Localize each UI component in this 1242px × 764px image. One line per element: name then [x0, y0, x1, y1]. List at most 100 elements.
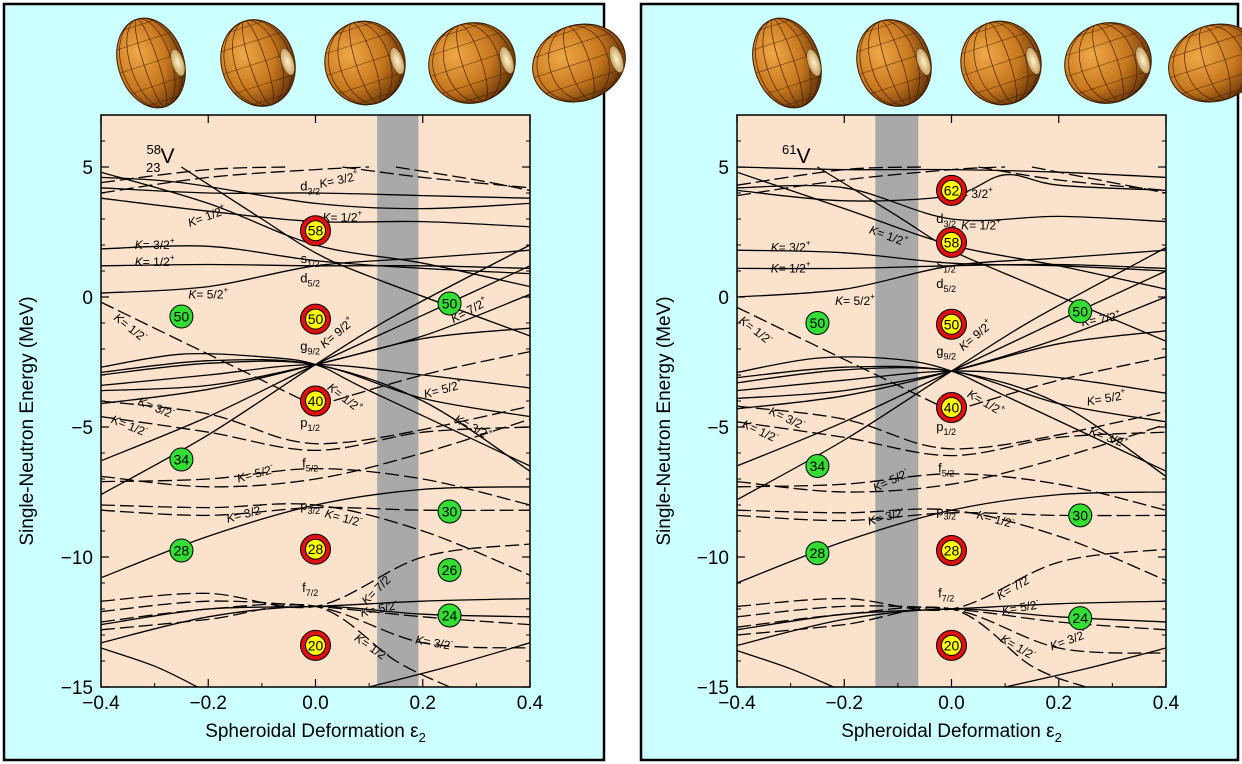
deformed-gap-circle [169, 538, 194, 563]
k-label: K= 5/2+ [188, 285, 228, 301]
orbital-label: s1/2 [937, 256, 956, 274]
gap-number: 62 [944, 182, 960, 198]
level-curve-negative-parity [101, 467, 530, 506]
gap-number: 58 [308, 223, 324, 239]
deformed-gap-circle [437, 291, 462, 316]
gap-number: 30 [1072, 507, 1088, 523]
gap-number: 28 [308, 541, 324, 557]
shape-parallel [234, 73, 295, 94]
k-label: K= 3/2- [224, 500, 265, 525]
k-label: K= 3/2- [866, 503, 907, 528]
deformed-shape [856, 19, 932, 107]
gap-number: 50 [308, 311, 324, 327]
shape-parallel [970, 21, 1009, 35]
k-label: K= 1/2+ [771, 259, 811, 275]
shell-gap-fill [305, 308, 326, 330]
gap-number: 24 [442, 608, 458, 624]
deformed-gap-circle [805, 541, 830, 566]
gap-number: 50 [944, 316, 960, 332]
deformed-shape [960, 20, 1042, 106]
shape-highlight [609, 45, 624, 73]
y-tick-label: 5 [82, 158, 93, 179]
gap-number: 28 [810, 545, 826, 561]
gap-number: 30 [442, 504, 458, 520]
k-label: K= 3/2+ [318, 167, 360, 191]
level-curve-negative-parity [101, 415, 530, 452]
level-curve-positive-parity [737, 184, 1166, 223]
shell-gap-marker: 62 [936, 174, 967, 206]
deformation-band [875, 115, 919, 687]
y-tick-label: 0 [82, 288, 93, 309]
gap-number: 40 [308, 393, 324, 409]
shape-parallel [228, 20, 264, 33]
level-curve-negative-parity [101, 503, 530, 576]
orbital-label: d5/2 [300, 271, 320, 289]
y-tick-label: −10 [697, 548, 729, 569]
deformed-gap-circle [437, 603, 462, 628]
shape-parallel [440, 23, 483, 38]
x-axis-label: Spheroidal Deformation ε2 [841, 721, 1062, 745]
gap-number: 50 [1072, 303, 1088, 319]
deformed-shape [1168, 23, 1242, 103]
shell-gap-marker: 50 [1068, 299, 1093, 324]
shape-highlight [389, 47, 405, 75]
deformed-gap-circle [1068, 299, 1093, 324]
shape-parallel [783, 95, 816, 107]
k-label: K= 5/2- [870, 464, 911, 495]
deformed-shape [532, 23, 626, 103]
deformed-shape [324, 20, 406, 106]
shape-parallel [252, 93, 288, 106]
k-label: K= 5/2- [359, 596, 400, 620]
gap-number: 50 [442, 296, 458, 312]
gap-number: 40 [944, 400, 960, 416]
orbital-label: g9/2 [300, 338, 320, 356]
level-curve-negative-parity [737, 166, 1006, 197]
gap-number: 28 [944, 543, 960, 559]
level-curve-negative-parity [978, 166, 1166, 192]
shell-gap-fill [305, 390, 326, 412]
shell-gap-fill [305, 220, 326, 242]
x-tick-label: −0.4 [82, 693, 120, 714]
level-curve-negative-parity [101, 166, 289, 184]
shape-parallel [534, 32, 613, 58]
deformed-shape [752, 17, 822, 109]
deformed-shape [428, 22, 516, 104]
shape-parallel [1181, 68, 1242, 94]
shape-parallel [221, 32, 282, 53]
k-label: K= 3/2+ [771, 239, 811, 255]
orbital-label: p1/2 [936, 419, 956, 437]
shell-gap-marker: 24 [1068, 606, 1093, 631]
level-curve-negative-parity [737, 166, 925, 186]
y-tick-label: −15 [697, 678, 729, 699]
gap-number: 28 [174, 543, 190, 559]
gap-number: 58 [944, 234, 960, 250]
deformed-gap-circle [437, 499, 462, 524]
level-curves [101, 166, 530, 687]
k-label: K= 5/2+ [422, 375, 465, 401]
k-label: K= 5/2- [1000, 595, 1040, 617]
shape-parallel [357, 91, 396, 105]
shape-parallel [116, 32, 172, 51]
shell-gap-fill [941, 179, 962, 201]
orbital-label: s1/2 [301, 251, 320, 269]
deformed-gap-circle [805, 454, 830, 478]
y-tick-label: 0 [718, 288, 729, 309]
deformed-shape [220, 19, 296, 107]
gap-number: 50 [174, 309, 190, 325]
level-curve-negative-parity [101, 506, 530, 517]
shell-gap-marker: 34 [169, 447, 194, 472]
k-label: K= 5/2+ [835, 292, 875, 308]
shape-highlight [280, 48, 295, 76]
y-axis-label: Single-Neutron Energy (MeV) [17, 296, 38, 545]
level-curve-positive-parity [737, 249, 1166, 298]
level-curve-positive-parity [737, 249, 1166, 272]
shape-parallel [545, 68, 624, 94]
shape-highlight [170, 48, 186, 77]
k-label: K= 1/2+ [322, 209, 362, 225]
shape-parallel [1170, 48, 1242, 78]
shape-parallel [758, 19, 791, 31]
shell-gap-marker: 50 [805, 311, 830, 335]
deformed-gap-circle [437, 558, 462, 582]
shape-parallel [534, 48, 624, 78]
